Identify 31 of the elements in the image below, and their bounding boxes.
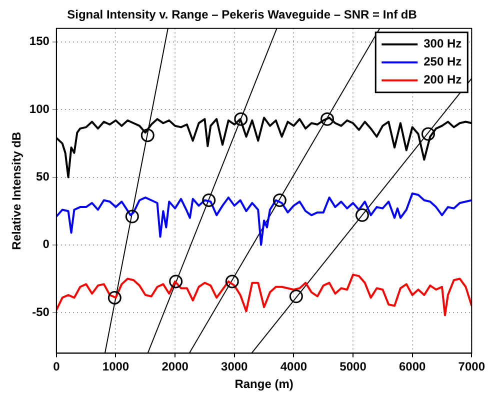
- legend-label: 300 Hz: [424, 36, 462, 51]
- x-tick-label: 7000: [458, 360, 486, 374]
- y-tick-label: 100: [29, 102, 50, 116]
- chart-title: Signal Intensity v. Range – Pekeris Waveguide – SNR = Inf dB: [67, 8, 418, 22]
- y-tick-label: 150: [29, 34, 50, 48]
- y-tick-label: 50: [36, 170, 50, 184]
- x-tick-label: 2000: [162, 360, 189, 374]
- point: [108, 290, 122, 304]
- y-axis-title: Relative Intensity dB: [10, 131, 24, 250]
- legend-label: 200 Hz: [424, 72, 462, 87]
- point: [355, 208, 369, 222]
- point: [421, 127, 435, 141]
- point: [225, 274, 239, 288]
- x-tick-label: 4000: [280, 360, 308, 374]
- y-tick-label: -50: [32, 304, 50, 319]
- point: [234, 112, 248, 126]
- x-tick-label: 3000: [221, 360, 248, 374]
- x-axis-title: Range (m): [234, 377, 294, 392]
- x-tick-label: 5000: [340, 360, 367, 374]
- point: [125, 210, 139, 224]
- x-tick-label: 1000: [102, 360, 130, 374]
- point: [272, 194, 286, 208]
- x-tick-label: 6000: [398, 360, 426, 374]
- point: [202, 194, 216, 208]
- y-tick-label: 0: [42, 237, 50, 252]
- point: [169, 274, 183, 288]
- x-tick-label: 0: [53, 360, 60, 374]
- point: [140, 128, 154, 142]
- point: [320, 112, 334, 126]
- point: [289, 290, 303, 304]
- legend-label: 250 Hz: [424, 54, 462, 69]
